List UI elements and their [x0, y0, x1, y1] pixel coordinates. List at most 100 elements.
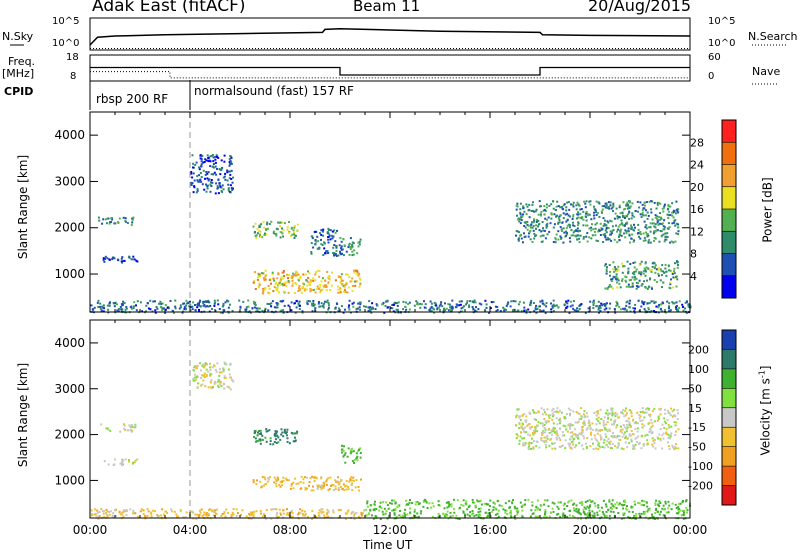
vel-cell	[560, 411, 563, 414]
vel-cell	[628, 434, 631, 437]
power-cell	[562, 241, 565, 244]
power-cell	[475, 310, 478, 313]
power-cell	[196, 187, 199, 190]
power-cell	[451, 307, 454, 310]
power-cell	[272, 232, 275, 235]
power-cell	[261, 292, 264, 295]
vel-cell	[682, 517, 685, 520]
power-cell	[135, 309, 138, 312]
power-colorbar-tick-label: 20	[690, 181, 704, 194]
power-cell	[649, 241, 652, 244]
vel-cell	[585, 428, 588, 431]
vel-cell	[592, 448, 595, 450]
vel-cell	[670, 407, 673, 410]
vel-cell	[684, 500, 687, 503]
power-cell	[540, 214, 542, 217]
power-cell	[264, 287, 267, 290]
power-cell	[276, 302, 279, 305]
vel-cell	[576, 421, 579, 424]
power-cell	[642, 232, 645, 235]
power-cell	[610, 280, 613, 283]
power-cell	[268, 279, 271, 282]
power-cell	[518, 220, 521, 223]
power-cell	[194, 164, 197, 166]
power-cell	[466, 300, 469, 302]
power-cell	[542, 209, 545, 212]
vel-cell	[485, 515, 488, 518]
vel-cell	[227, 368, 230, 371]
vel-cell	[659, 413, 662, 416]
vel-cell	[471, 501, 474, 504]
vel-cell	[597, 504, 600, 507]
power-cell	[102, 259, 105, 261]
power-cell	[597, 201, 600, 204]
velocity-ylabel: Slant Range [km]	[16, 362, 31, 468]
vel-cell	[591, 510, 594, 513]
power-cell	[625, 204, 628, 207]
power-cell	[367, 310, 370, 313]
vel-cell	[337, 487, 340, 489]
power-cell	[593, 211, 596, 214]
power-cell	[586, 224, 589, 227]
vel-cell	[458, 518, 461, 520]
power-cell	[637, 282, 639, 285]
power-cell	[352, 305, 355, 308]
power-cell	[267, 309, 270, 312]
power-cell	[279, 225, 281, 228]
vel-cell	[674, 434, 677, 437]
vel-cell	[285, 513, 288, 516]
power-cell	[101, 305, 104, 308]
vel-cell	[600, 418, 603, 420]
power-cell	[569, 240, 572, 243]
vel-cell	[338, 483, 341, 486]
vel-cell	[524, 444, 526, 447]
vel-cell	[570, 435, 573, 438]
vel-cell	[373, 503, 376, 506]
vel-cell	[280, 428, 283, 431]
vel-cell	[131, 429, 134, 432]
vel-cell	[259, 512, 262, 515]
vel-cell	[574, 428, 577, 431]
power-cell	[539, 305, 541, 308]
power-cell	[351, 285, 354, 287]
power-cell	[160, 302, 163, 305]
power-cell	[645, 266, 648, 269]
power-cell	[656, 215, 659, 218]
power-cell	[447, 303, 450, 306]
power-cell	[258, 307, 261, 310]
vel-cell	[235, 508, 238, 511]
vel-cell	[538, 508, 541, 511]
vel-cell	[121, 460, 123, 463]
vel-cell	[563, 434, 565, 437]
power-cell	[687, 305, 690, 308]
vel-cell	[129, 508, 132, 511]
power-cell	[656, 229, 659, 232]
power-cell	[340, 245, 343, 248]
vel-cell	[425, 501, 428, 504]
vel-cell	[603, 446, 606, 449]
vel-cell	[572, 507, 575, 510]
vel-cell	[577, 420, 580, 423]
power-cell	[628, 207, 631, 209]
vel-cell	[406, 513, 409, 516]
power-cell	[648, 200, 651, 203]
power-cell	[523, 232, 525, 235]
vel-cell	[591, 514, 594, 517]
vel-cell	[362, 512, 365, 515]
power-cell	[207, 179, 210, 182]
vel-cell	[269, 443, 272, 446]
vel-cell	[250, 511, 253, 514]
vel-cell	[657, 417, 660, 420]
vel-cell	[228, 386, 231, 389]
vel-cell	[528, 445, 531, 448]
power-cell	[574, 234, 577, 237]
vel-cell	[414, 503, 417, 506]
power-cell	[222, 188, 225, 191]
vel-cell	[638, 442, 640, 445]
power-cell	[609, 201, 612, 204]
power-cell	[663, 219, 666, 222]
velocity-colorbar-tick-label: 100	[688, 363, 709, 376]
vel-cell	[565, 428, 568, 431]
power-cell	[675, 232, 678, 235]
vel-cell	[108, 510, 110, 513]
